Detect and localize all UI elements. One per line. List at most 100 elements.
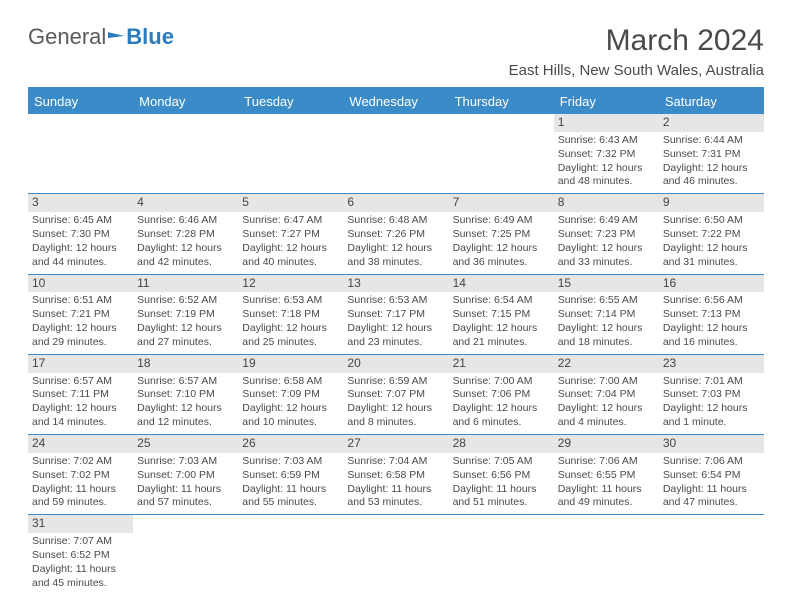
- daylight-text: Daylight: 11 hours and 55 minutes.: [242, 483, 339, 511]
- day-number: 11: [133, 275, 238, 293]
- day-number: 17: [28, 355, 133, 373]
- logo-text-1: General: [28, 24, 106, 50]
- daylight-text: Daylight: 12 hours and 10 minutes.: [242, 402, 339, 430]
- logo-text-2: Blue: [126, 24, 174, 50]
- daylight-text: Daylight: 11 hours and 47 minutes.: [663, 483, 760, 511]
- empty-cell: [554, 515, 659, 594]
- daylight-text: Daylight: 12 hours and 38 minutes.: [347, 242, 444, 270]
- day-number: 26: [238, 435, 343, 453]
- empty-cell: [28, 114, 133, 193]
- sunrise-text: Sunrise: 6:55 AM: [558, 294, 655, 308]
- sunrise-text: Sunrise: 6:53 AM: [242, 294, 339, 308]
- daylight-text: Daylight: 12 hours and 40 minutes.: [242, 242, 339, 270]
- sunrise-text: Sunrise: 7:03 AM: [137, 455, 234, 469]
- empty-cell: [343, 515, 448, 594]
- sunset-text: Sunset: 6:55 PM: [558, 469, 655, 483]
- sunset-text: Sunset: 6:58 PM: [347, 469, 444, 483]
- empty-cell: [133, 114, 238, 193]
- sunrise-text: Sunrise: 6:49 AM: [558, 214, 655, 228]
- sunset-text: Sunset: 7:10 PM: [137, 388, 234, 402]
- sunrise-text: Sunrise: 7:06 AM: [558, 455, 655, 469]
- sunset-text: Sunset: 6:54 PM: [663, 469, 760, 483]
- day-number: 7: [449, 194, 554, 212]
- day-number: 6: [343, 194, 448, 212]
- daylight-text: Daylight: 12 hours and 25 minutes.: [242, 322, 339, 350]
- day-cell: 1Sunrise: 6:43 AMSunset: 7:32 PMDaylight…: [554, 114, 659, 193]
- sunrise-text: Sunrise: 6:46 AM: [137, 214, 234, 228]
- day-cell: 7Sunrise: 6:49 AMSunset: 7:25 PMDaylight…: [449, 194, 554, 273]
- daylight-text: Daylight: 12 hours and 42 minutes.: [137, 242, 234, 270]
- sunset-text: Sunset: 7:19 PM: [137, 308, 234, 322]
- sunset-text: Sunset: 7:15 PM: [453, 308, 550, 322]
- sunrise-text: Sunrise: 6:48 AM: [347, 214, 444, 228]
- sunrise-text: Sunrise: 7:00 AM: [558, 375, 655, 389]
- day-cell: 30 Sunrise: 7:06 AMSunset: 6:54 PMDayligh…: [659, 435, 764, 514]
- day-cell: 11Sunrise: 6:52 AMSunset: 7:19 PMDayligh…: [133, 275, 238, 354]
- sunrise-text: Sunrise: 6:53 AM: [347, 294, 444, 308]
- day-cell: 20Sunrise: 6:59 AMSunset: 7:07 PMDayligh…: [343, 355, 448, 434]
- weekday-tuesday: Tuesday: [238, 89, 343, 114]
- day-number: 19: [238, 355, 343, 373]
- sunset-text: Sunset: 7:00 PM: [137, 469, 234, 483]
- sunrise-text: Sunrise: 7:04 AM: [347, 455, 444, 469]
- sunset-text: Sunset: 7:27 PM: [242, 228, 339, 242]
- week-row: 10Sunrise: 6:51 AMSunset: 7:21 PMDayligh…: [28, 275, 764, 355]
- sunset-text: Sunset: 7:02 PM: [32, 469, 129, 483]
- daylight-text: Daylight: 11 hours and 49 minutes.: [558, 483, 655, 511]
- weekday-friday: Friday: [554, 89, 659, 114]
- sunset-text: Sunset: 7:30 PM: [32, 228, 129, 242]
- day-number: 28: [449, 435, 554, 453]
- day-number: 12: [238, 275, 343, 293]
- sunrise-text: Sunrise: 6:50 AM: [663, 214, 760, 228]
- sunrise-text: Sunrise: 7:00 AM: [453, 375, 550, 389]
- sunset-text: Sunset: 6:59 PM: [242, 469, 339, 483]
- daylight-text: Daylight: 12 hours and 21 minutes.: [453, 322, 550, 350]
- day-number: 2: [659, 114, 764, 132]
- header: General Blue March 2024 East Hills, New …: [28, 24, 764, 79]
- day-number: 23: [659, 355, 764, 373]
- day-number: 27: [343, 435, 448, 453]
- sunrise-text: Sunrise: 6:54 AM: [453, 294, 550, 308]
- sunrise-text: Sunrise: 6:58 AM: [242, 375, 339, 389]
- sunrise-text: Sunrise: 7:06 AM: [663, 455, 760, 469]
- day-cell: 27Sunrise: 7:04 AMSunset: 6:58 PMDayligh…: [343, 435, 448, 514]
- week-row: 31Sunrise: 7:07 AMSunset: 6:52 PMDayligh…: [28, 515, 764, 594]
- daylight-text: Daylight: 12 hours and 1 minute.: [663, 402, 760, 430]
- day-number: 18: [133, 355, 238, 373]
- calendar: SundayMondayTuesdayWednesdayThursdayFrid…: [28, 87, 764, 595]
- sunset-text: Sunset: 7:23 PM: [558, 228, 655, 242]
- day-cell: 9Sunrise: 6:50 AMSunset: 7:22 PMDaylight…: [659, 194, 764, 273]
- day-cell: 6Sunrise: 6:48 AMSunset: 7:26 PMDaylight…: [343, 194, 448, 273]
- sunset-text: Sunset: 7:22 PM: [663, 228, 760, 242]
- sunrise-text: Sunrise: 7:03 AM: [242, 455, 339, 469]
- daylight-text: Daylight: 12 hours and 48 minutes.: [558, 162, 655, 190]
- sunset-text: Sunset: 7:32 PM: [558, 148, 655, 162]
- sunset-text: Sunset: 6:56 PM: [453, 469, 550, 483]
- sunset-text: Sunset: 7:04 PM: [558, 388, 655, 402]
- sunrise-text: Sunrise: 7:02 AM: [32, 455, 129, 469]
- day-cell: 31Sunrise: 7:07 AMSunset: 6:52 PMDayligh…: [28, 515, 133, 594]
- day-number: 30: [659, 435, 764, 453]
- day-number: 4: [133, 194, 238, 212]
- sunrise-text: Sunrise: 6:57 AM: [137, 375, 234, 389]
- logo: General Blue: [28, 24, 174, 50]
- day-cell: 26 Sunrise: 7:03 AMSunset: 6:59 PMDayligh…: [238, 435, 343, 514]
- weekday-monday: Monday: [133, 89, 238, 114]
- empty-cell: [238, 515, 343, 594]
- day-cell: 16Sunrise: 6:56 AMSunset: 7:13 PMDayligh…: [659, 275, 764, 354]
- sunrise-text: Sunrise: 6:59 AM: [347, 375, 444, 389]
- day-cell: 2Sunrise: 6:44 AMSunset: 7:31 PMDaylight…: [659, 114, 764, 193]
- sunset-text: Sunset: 7:11 PM: [32, 388, 129, 402]
- day-number: 14: [449, 275, 554, 293]
- day-cell: 13Sunrise: 6:53 AMSunset: 7:17 PMDayligh…: [343, 275, 448, 354]
- day-number: 15: [554, 275, 659, 293]
- daylight-text: Daylight: 12 hours and 8 minutes.: [347, 402, 444, 430]
- sunrise-text: Sunrise: 7:07 AM: [32, 535, 129, 549]
- sunset-text: Sunset: 7:17 PM: [347, 308, 444, 322]
- daylight-text: Daylight: 12 hours and 36 minutes.: [453, 242, 550, 270]
- day-number: 16: [659, 275, 764, 293]
- daylight-text: Daylight: 11 hours and 51 minutes.: [453, 483, 550, 511]
- day-cell: 18Sunrise: 6:57 AMSunset: 7:10 PMDayligh…: [133, 355, 238, 434]
- week-row: 17 Sunrise: 6:57 AM Sunset: 7:11 PM Dayligh…: [28, 355, 764, 435]
- daylight-text: Daylight: 12 hours and 4 minutes.: [558, 402, 655, 430]
